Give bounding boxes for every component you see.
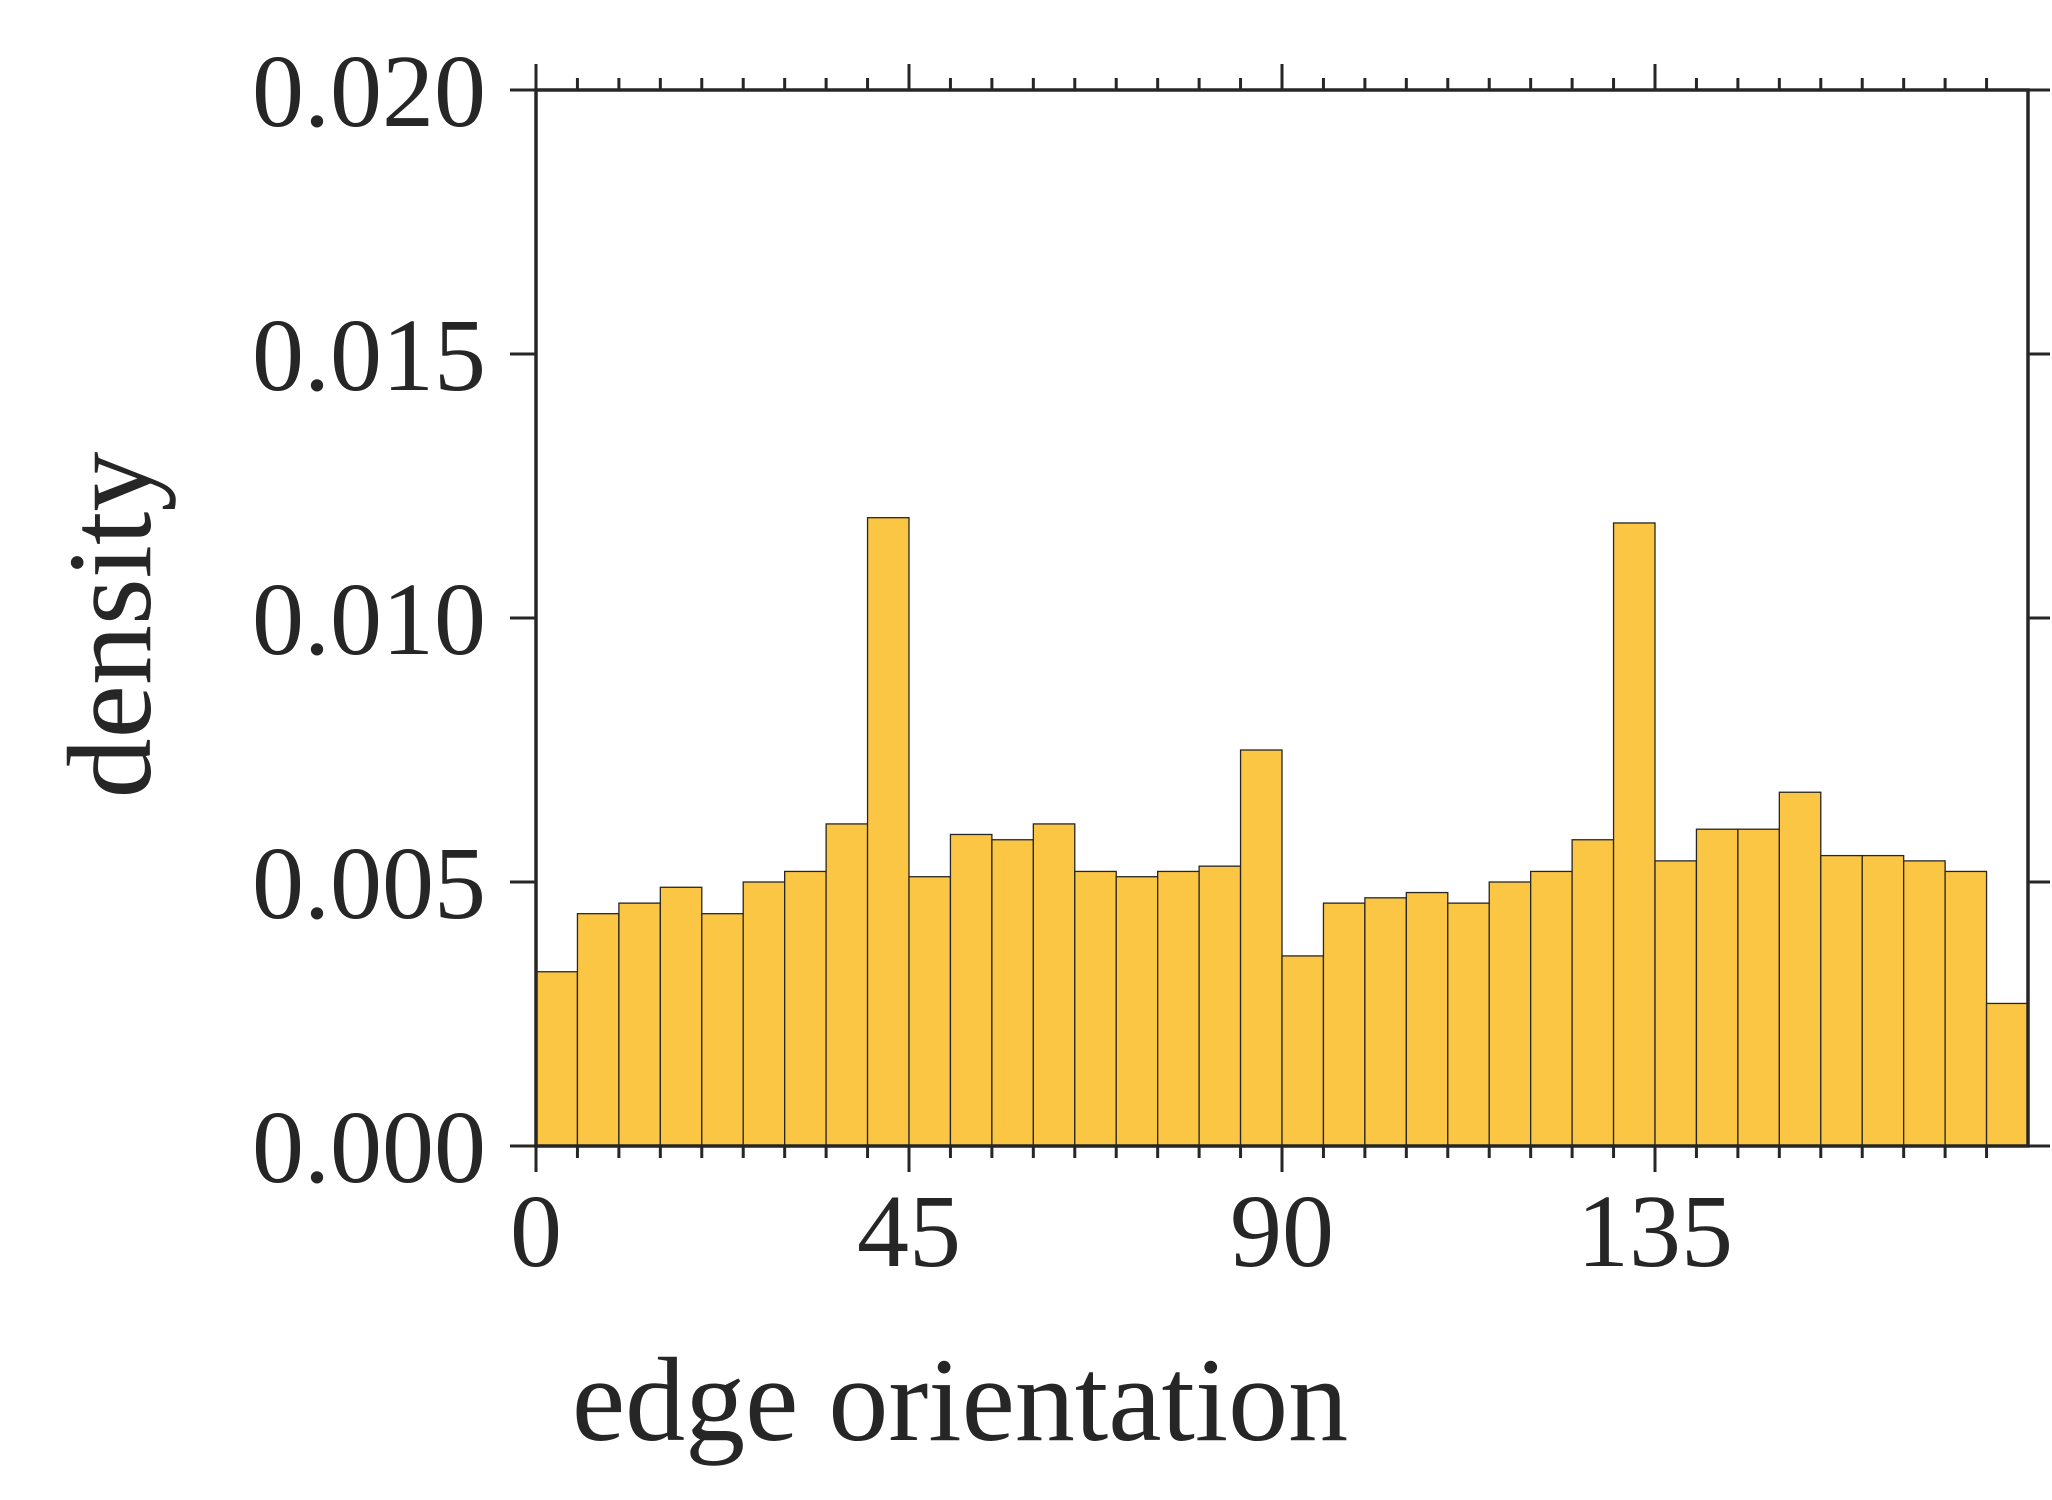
y-tick-label: 0.015 xyxy=(252,298,486,413)
histogram-bar xyxy=(1364,897,1407,1147)
histogram-bar xyxy=(1903,860,1946,1147)
x-tick-label: 0 xyxy=(510,1174,562,1289)
histogram-bar xyxy=(576,913,620,1147)
histogram-bar xyxy=(1612,522,1656,1147)
y-axis-label: density xyxy=(43,452,176,799)
histogram-bar xyxy=(659,886,703,1147)
histogram-bar xyxy=(742,881,786,1147)
ticks-group xyxy=(510,64,2050,1172)
histogram-bar xyxy=(1861,854,1905,1147)
histogram-bar xyxy=(866,517,910,1147)
histogram-bar xyxy=(1571,839,1615,1147)
y-tick-label: 0.005 xyxy=(252,826,486,941)
y-tick-label: 0.020 xyxy=(252,34,486,149)
histogram-bar xyxy=(1157,870,1200,1147)
histogram-bar xyxy=(701,913,744,1147)
histogram-bar xyxy=(1985,1002,2029,1147)
histogram-bar xyxy=(1695,828,1739,1147)
histogram-bar xyxy=(618,902,661,1147)
histogram-bar xyxy=(1447,902,1490,1147)
x-axis-label: edge orientation xyxy=(572,1333,1348,1466)
histogram-bar xyxy=(1115,876,1159,1147)
histogram-bar xyxy=(1198,865,1242,1147)
histogram-bar xyxy=(1488,881,1532,1147)
histogram-bar xyxy=(1239,749,1283,1147)
histogram-bar xyxy=(991,839,1034,1147)
histogram-bar xyxy=(1032,823,1076,1147)
histogram-bar xyxy=(1778,791,1822,1147)
histogram-bar xyxy=(949,833,993,1147)
tick-labels-group: 0 45 90 135 0.000 0.005 0.010 0.015 0.020 xyxy=(252,34,1733,1289)
x-tick-label: 90 xyxy=(1230,1174,1334,1289)
histogram-bar xyxy=(1737,828,1780,1147)
y-tick-label: 0.010 xyxy=(252,562,486,677)
histogram-bar xyxy=(1074,870,1117,1147)
histogram-bar xyxy=(1530,870,1573,1147)
histogram-bar xyxy=(1281,955,1325,1147)
x-tick-label: 45 xyxy=(857,1174,961,1289)
histogram-bar xyxy=(1654,860,1698,1147)
x-tick-label: 135 xyxy=(1577,1174,1733,1289)
histogram-bar xyxy=(908,876,952,1147)
histogram-bar xyxy=(1820,854,1863,1147)
histogram-bar xyxy=(535,971,579,1147)
bars-group xyxy=(535,517,2029,1147)
histogram-bar xyxy=(825,823,869,1147)
histogram-bar xyxy=(784,870,827,1147)
histogram-bar xyxy=(1944,870,1988,1147)
histogram-bar xyxy=(1405,891,1449,1147)
y-tick-label: 0.000 xyxy=(252,1090,486,1205)
histogram-bar xyxy=(1322,902,1366,1147)
plot-frame xyxy=(534,88,2030,1148)
